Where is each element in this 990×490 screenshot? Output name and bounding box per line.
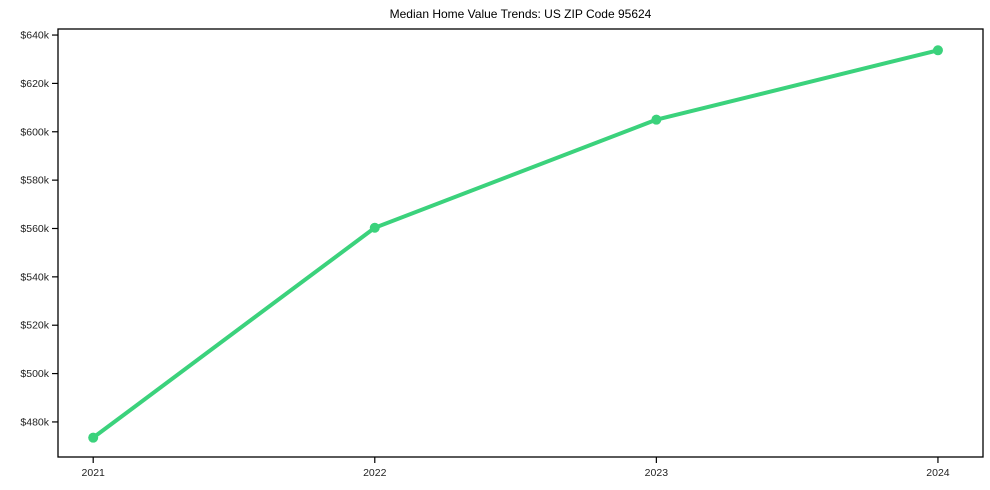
x-tick-label: 2024 [926, 467, 950, 479]
y-tick-label: $540k [20, 271, 49, 283]
x-tick-label: 2023 [645, 467, 669, 479]
y-tick-label: $640k [20, 30, 49, 42]
y-tick-label: $620k [20, 78, 49, 90]
y-tick-label: $580k [20, 175, 49, 187]
data-point [932, 45, 943, 56]
y-tick-label: $500k [20, 368, 49, 380]
x-tick-label: 2021 [82, 467, 106, 479]
y-tick-label: $600k [20, 126, 49, 138]
chart-title: Median Home Value Trends: US ZIP Code 95… [389, 7, 652, 21]
data-point [88, 432, 99, 443]
plot-border [57, 28, 984, 458]
x-tick-label: 2022 [363, 467, 387, 479]
y-tick-label: $480k [20, 416, 49, 428]
data-point [651, 114, 662, 125]
trend-line [91, 48, 940, 440]
y-tick-label: $560k [20, 223, 49, 235]
y-tick-label: $520k [20, 320, 49, 332]
data-point [369, 222, 380, 233]
